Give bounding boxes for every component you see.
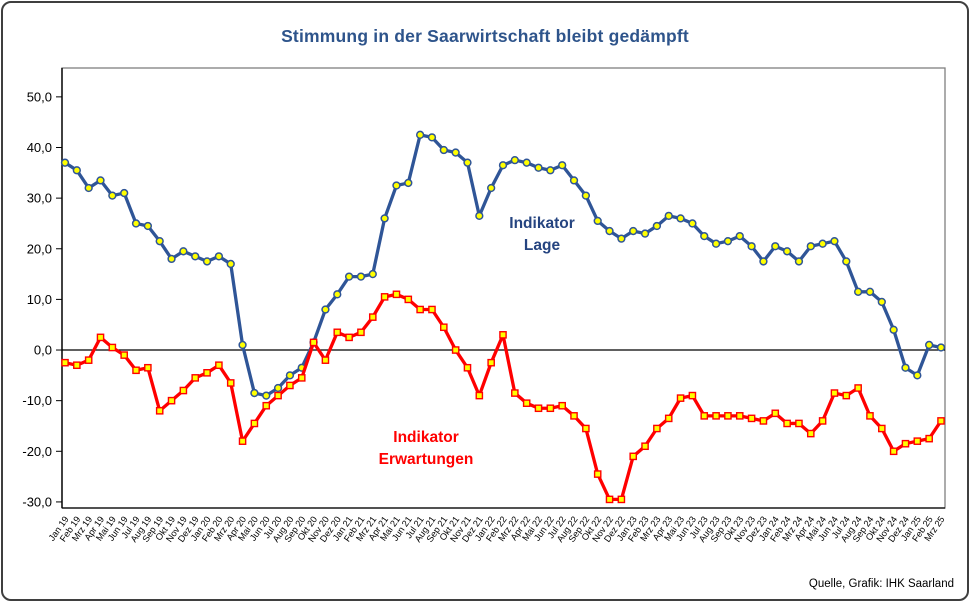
- series-label-lage-line1: Indikator: [509, 215, 575, 232]
- series-label-lage-line2: Lage: [523, 237, 561, 254]
- svg-text:20,0: 20,0: [27, 241, 52, 256]
- svg-text:50,0: 50,0: [27, 89, 52, 104]
- series-label-erwartungen: Indikator Erwartungen: [379, 427, 474, 471]
- series-label-lage: Indikator Lage: [509, 213, 574, 257]
- svg-text:-10,0: -10,0: [22, 393, 52, 408]
- source-credit: Quelle, Grafik: IHK Saarland: [808, 578, 954, 590]
- series-label-erwartungen-line2: Erwartungen: [378, 451, 474, 468]
- svg-text:30,0: 30,0: [27, 191, 52, 206]
- svg-text:10,0: 10,0: [27, 292, 52, 307]
- svg-text:40,0: 40,0: [27, 140, 52, 155]
- svg-text:-20,0: -20,0: [22, 444, 52, 459]
- svg-text:0,0: 0,0: [34, 343, 52, 358]
- svg-text:-30,0: -30,0: [22, 494, 52, 509]
- chart-title: Stimmung in der Saarwirtschaft bleibt ge…: [281, 26, 689, 46]
- series-label-erwartungen-line1: Indikator: [393, 429, 459, 446]
